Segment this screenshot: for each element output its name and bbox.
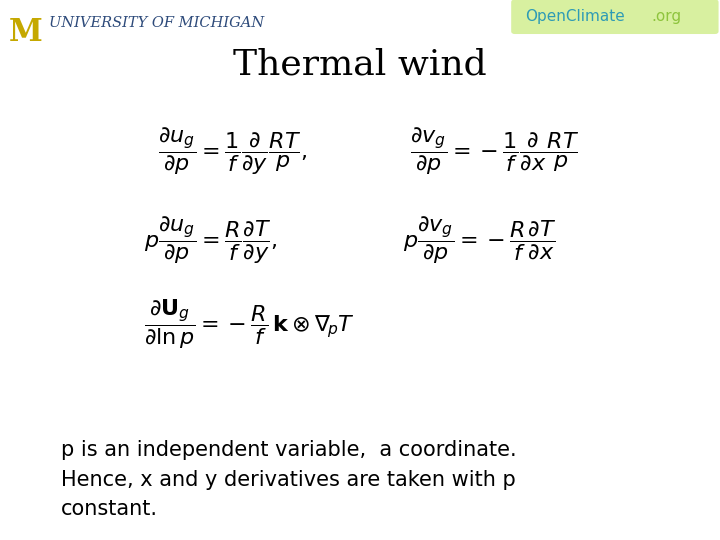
Text: OpenClimate: OpenClimate <box>526 9 626 24</box>
Text: M: M <box>9 17 42 48</box>
Text: p is an independent variable,  a coordinate.
Hence, x and y derivatives are take: p is an independent variable, a coordina… <box>61 440 517 519</box>
Text: UNIVERSITY OF MICHIGAN: UNIVERSITY OF MICHIGAN <box>49 16 264 30</box>
Text: .org: .org <box>652 9 682 24</box>
FancyBboxPatch shape <box>511 0 719 34</box>
Text: $p\dfrac{\partial v_g}{\partial p} = -\dfrac{R}{f}\dfrac{\partial T}{\partial x}: $p\dfrac{\partial v_g}{\partial p} = -\d… <box>403 214 557 266</box>
Text: $p\dfrac{\partial u_g}{\partial p} = \dfrac{R}{f}\dfrac{\partial T}{\partial y}$: $p\dfrac{\partial u_g}{\partial p} = \df… <box>144 214 277 266</box>
Text: Thermal wind: Thermal wind <box>233 48 487 82</box>
Text: $\dfrac{\partial \mathbf{U}_g}{\partial \ln p} = -\dfrac{R}{f}\,\mathbf{k} \otim: $\dfrac{\partial \mathbf{U}_g}{\partial … <box>144 298 355 350</box>
Text: $\dfrac{\partial u_g}{\partial p} = \dfrac{1}{f}\dfrac{\partial}{\partial y}\dfr: $\dfrac{\partial u_g}{\partial p} = \dfr… <box>158 125 307 177</box>
Text: $\dfrac{\partial v_g}{\partial p} = -\dfrac{1}{f}\dfrac{\partial}{\partial x}\df: $\dfrac{\partial v_g}{\partial p} = -\df… <box>410 125 580 177</box>
